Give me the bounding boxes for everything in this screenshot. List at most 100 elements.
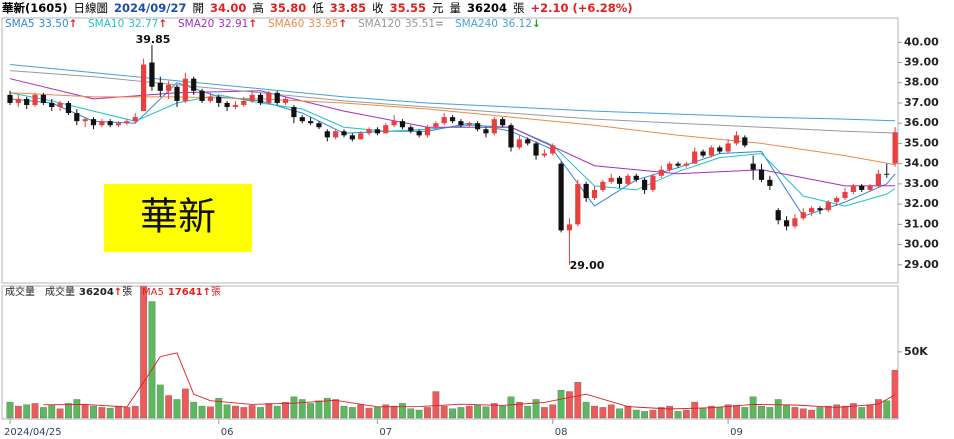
candle-body <box>625 175 631 184</box>
volume-bar <box>591 405 598 419</box>
candle-body <box>675 163 681 166</box>
candle-body <box>775 210 781 221</box>
x-tick-label: 07 <box>379 427 392 438</box>
legend-name: SMA60 <box>268 18 304 30</box>
legend-trend: ↑ <box>158 18 167 30</box>
candle-body <box>800 212 806 219</box>
candle-body <box>299 117 305 122</box>
volume-bar <box>48 405 56 419</box>
volume-bar <box>799 408 807 419</box>
volume-bar <box>106 407 114 419</box>
candle-body <box>725 143 731 152</box>
volume-panel <box>1 285 899 420</box>
y-tick-label: 39.00 <box>904 56 939 69</box>
volume-bar <box>198 405 206 419</box>
volume-bar <box>315 400 323 419</box>
volume-bar <box>115 405 122 419</box>
candle-body <box>49 102 55 108</box>
candle-body <box>483 129 489 134</box>
y-tick-label: 35.00 <box>904 136 939 149</box>
candle-body <box>600 181 606 190</box>
volume-bar <box>449 408 456 419</box>
candle-body <box>341 131 347 136</box>
volume-bar <box>490 403 498 419</box>
legend-value-label: 17641 <box>168 287 203 298</box>
candle-body <box>274 92 280 103</box>
legend-value: 33.95 <box>308 18 338 30</box>
candle-body <box>767 179 773 186</box>
volume-bar <box>432 391 440 419</box>
candle-body <box>650 175 656 190</box>
volume-bar <box>56 408 64 419</box>
volume-bar <box>465 405 473 419</box>
legend-value: 33.50 <box>39 18 69 30</box>
volume-bar <box>766 407 774 419</box>
volume-bar <box>31 403 39 419</box>
candle-body <box>199 90 205 101</box>
candle-body <box>558 163 564 231</box>
volume-bar <box>482 406 490 419</box>
volume-bar <box>624 405 632 419</box>
volume-bar <box>357 404 365 419</box>
volume-title: 成交量 <box>5 285 35 298</box>
volume-bar <box>232 405 239 419</box>
candle-body <box>842 191 848 199</box>
legend-value: 32.77 <box>128 18 158 30</box>
volume-bar <box>866 404 874 419</box>
volume-bar <box>616 408 623 419</box>
volume-bar <box>382 404 390 419</box>
volume-bar <box>23 404 31 419</box>
volume-bar <box>223 404 231 419</box>
volume-bar <box>858 407 866 419</box>
volume-bar <box>474 404 481 419</box>
price-plot <box>7 45 898 265</box>
volume-bar <box>374 407 381 419</box>
candle-body <box>182 78 188 101</box>
candle-body <box>257 94 264 103</box>
date: 2024/09/27 <box>114 1 187 15</box>
legend-trend: ↑ <box>203 287 211 298</box>
min-annotation: 29.00 <box>570 259 605 272</box>
candle-body <box>541 153 547 156</box>
volume-bar <box>440 405 448 419</box>
candle-body <box>616 177 623 184</box>
candle-body <box>683 163 689 166</box>
volume-bar <box>724 404 732 419</box>
volume-bar <box>582 401 590 419</box>
volume-bar <box>298 399 306 419</box>
low: 33.85 <box>329 1 367 15</box>
volume-bar <box>666 405 674 419</box>
volume-bar <box>390 405 398 419</box>
candle-body <box>107 121 113 126</box>
volume-bar <box>824 405 832 419</box>
legend-value-label: 36204 <box>79 287 114 298</box>
volume-bar <box>599 407 607 419</box>
candle-body <box>642 179 648 190</box>
volume-bar <box>883 400 891 419</box>
volume-bar <box>774 399 782 419</box>
volume-bar <box>265 403 273 419</box>
candle-body <box>591 189 598 199</box>
candle-body <box>74 113 80 122</box>
volume-bar <box>515 401 523 419</box>
x-tick-label: 08 <box>555 427 568 438</box>
candle-body <box>57 102 63 108</box>
candle-body <box>733 135 740 144</box>
volume-bar <box>557 390 565 419</box>
high-label: 高 <box>252 1 264 15</box>
volume-bar <box>541 407 548 419</box>
y-tick-label: 30.00 <box>904 238 939 251</box>
candle-body <box>884 173 890 175</box>
candle-body <box>633 175 639 180</box>
candle-body <box>783 220 790 227</box>
candle-body <box>349 135 355 140</box>
volume-legend: 成交量 36204↑張 <box>45 285 132 298</box>
candle-body <box>658 169 664 176</box>
volume-bar <box>290 396 298 419</box>
candle-body <box>141 64 147 112</box>
legend-entry: SMA5 33.50↑ <box>5 18 77 30</box>
legend-entry: SMA240 36.12↓ <box>455 18 541 30</box>
legend-value: 32.91 <box>218 18 248 30</box>
candle-body <box>391 121 397 126</box>
